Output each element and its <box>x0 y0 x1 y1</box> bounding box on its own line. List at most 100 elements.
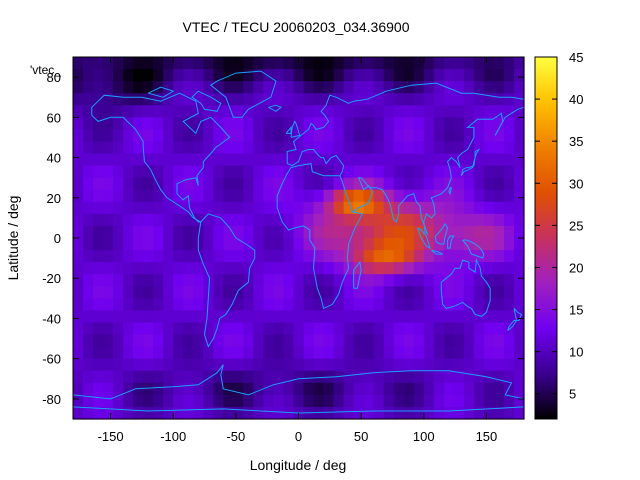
heatmap-cell <box>483 262 495 275</box>
heatmap-cell <box>433 57 445 70</box>
heatmap-cell <box>373 153 385 167</box>
heatmap-cell <box>103 370 114 384</box>
heatmap-cell <box>163 346 174 360</box>
heatmap-cell <box>513 238 525 251</box>
heatmap-cell <box>83 334 94 348</box>
heatmap-cell <box>293 238 305 251</box>
heatmap-cell <box>483 382 495 396</box>
heatmap-cell <box>263 238 275 251</box>
heatmap-cell <box>393 81 405 94</box>
heatmap-cell <box>473 189 485 203</box>
coastline <box>430 249 443 255</box>
heatmap-cell <box>383 286 395 299</box>
heatmap-cell <box>473 286 485 299</box>
heatmap-cell <box>363 238 375 251</box>
heatmap-cell <box>303 129 315 143</box>
heatmap-cell <box>293 310 305 324</box>
heatmap-cell <box>143 310 154 324</box>
heatmap-cell <box>103 394 114 408</box>
heatmap-cell <box>283 225 295 239</box>
heatmap-cell <box>113 129 124 143</box>
heatmap-cell <box>263 286 275 299</box>
heatmap-cell <box>343 358 355 372</box>
heatmap-cell <box>303 334 315 348</box>
heatmap-cell <box>403 346 415 360</box>
heatmap-cell <box>413 153 425 167</box>
heatmap-cell <box>153 225 164 239</box>
heatmap-cell <box>393 346 405 360</box>
heatmap-cell <box>253 57 265 70</box>
heatmap-cell <box>363 262 375 275</box>
heatmap-cell <box>423 177 435 191</box>
heatmap-cell <box>103 346 114 360</box>
heatmap-cell <box>363 250 375 263</box>
heatmap-cell <box>263 346 275 360</box>
heatmap-cell <box>123 189 134 203</box>
heatmap-cell <box>163 81 174 94</box>
heatmap-cell <box>213 117 224 130</box>
heatmap-cell <box>153 358 164 372</box>
heatmap-cell <box>343 153 355 167</box>
heatmap-cell <box>143 201 154 215</box>
heatmap-cell <box>123 213 134 227</box>
heatmap-cell <box>203 81 214 94</box>
heatmap-cell <box>213 274 224 287</box>
heatmap-cell <box>313 238 325 251</box>
heatmap-cell <box>313 225 325 239</box>
heatmap-cell <box>473 382 485 396</box>
heatmap-cell <box>203 177 214 191</box>
heatmap-cell <box>483 177 495 191</box>
heatmap-cell <box>123 370 134 384</box>
heatmap-cell <box>413 406 425 420</box>
heatmap-cell <box>103 141 114 155</box>
heatmap-cell <box>163 153 174 167</box>
heatmap-cell <box>293 322 305 336</box>
heatmap-cell <box>173 238 184 251</box>
heatmap-cell <box>233 298 244 311</box>
heatmap-cell <box>153 370 164 384</box>
heatmap-cell <box>423 165 435 179</box>
heatmap-cell <box>313 69 325 82</box>
heatmap-cell <box>163 225 174 239</box>
heatmap-cell <box>493 141 505 155</box>
heatmap-cell <box>103 274 114 287</box>
heatmap-cell <box>423 346 435 360</box>
heatmap-cell <box>503 189 515 203</box>
heatmap-cell <box>83 69 94 82</box>
heatmap-cell <box>213 238 224 251</box>
heatmap-cell <box>273 274 285 287</box>
heatmap-cell <box>483 250 495 263</box>
heatmap-cell <box>103 334 114 348</box>
heatmap-cell <box>403 382 415 396</box>
heatmap-cell <box>223 225 234 239</box>
heatmap-cell <box>423 274 435 287</box>
heatmap-cell <box>313 213 325 227</box>
heatmap-cell <box>353 346 365 360</box>
heatmap-cell <box>343 250 355 263</box>
heatmap-cell <box>333 370 345 384</box>
heatmap-cell <box>513 177 525 191</box>
heatmap-cell <box>153 394 164 408</box>
heatmap-cell <box>143 69 154 82</box>
heatmap-cell <box>453 334 465 348</box>
heatmap-cell <box>433 250 445 263</box>
heatmap-cell <box>343 382 355 396</box>
heatmap-cell <box>203 201 214 215</box>
heatmap-cell <box>403 286 415 299</box>
heatmap-cell <box>193 322 204 336</box>
heatmap-cell <box>303 141 315 155</box>
heatmap-cell <box>253 213 265 227</box>
coastline <box>507 320 518 331</box>
heatmap-cell <box>413 177 425 191</box>
heatmap-cell <box>303 394 315 408</box>
heatmap-cell <box>513 93 525 106</box>
heatmap-cell <box>163 189 174 203</box>
heatmap-cell <box>323 406 335 420</box>
heatmap-cell <box>383 394 395 408</box>
heatmap-cell <box>373 358 385 372</box>
heatmap-cell <box>473 57 485 70</box>
heatmap-cell <box>503 298 515 311</box>
heatmap-cell <box>83 298 94 311</box>
heatmap-cell <box>283 81 295 94</box>
heatmap-cell <box>73 165 84 179</box>
